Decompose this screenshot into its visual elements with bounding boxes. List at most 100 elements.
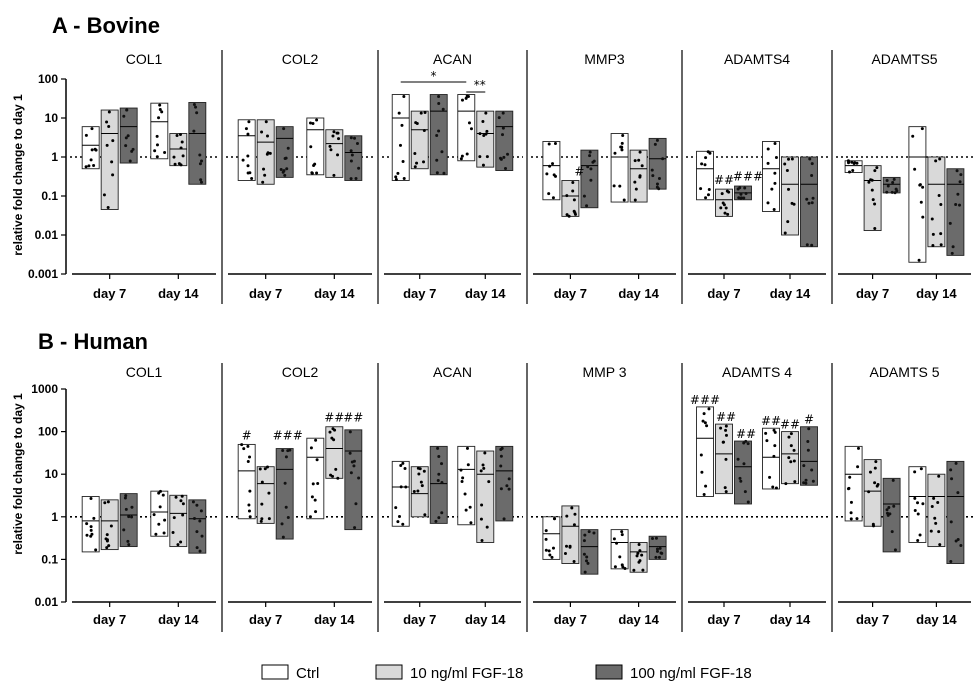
data-point [874,460,878,464]
data-point [773,171,777,175]
data-point [285,167,289,171]
data-point [892,504,896,508]
data-point [482,134,486,138]
data-point [568,545,572,549]
data-point [891,478,895,482]
data-point [246,132,250,136]
data-point [315,171,319,175]
data-point [308,121,312,125]
gene-title: ACAN [433,364,472,380]
data-point [618,555,622,559]
data-point [354,502,358,506]
data-point [936,500,940,504]
data-point [771,485,775,489]
data-point [772,208,776,212]
data-point [848,475,852,479]
data-point [192,129,196,133]
data-point [499,487,503,491]
data-point [746,500,750,504]
data-point [434,519,438,523]
data-point [349,149,353,153]
data-point [613,565,617,569]
range-bar [100,499,119,551]
data-point [464,96,468,100]
data-point [700,162,704,166]
data-point [654,536,658,540]
data-point [423,110,427,114]
data-point [958,180,962,184]
data-point [173,162,177,166]
data-point [110,160,114,164]
data-point [572,560,576,564]
data-point [466,463,470,467]
data-point [335,131,339,135]
data-point [544,529,548,533]
range-bar [325,129,344,178]
data-point [199,509,203,513]
data-point [105,538,109,542]
data-point [248,489,252,493]
data-point [633,180,637,184]
data-point [485,155,489,159]
data-point [770,187,774,191]
data-point [459,157,463,161]
data-point [265,134,269,138]
x-tick-label: day 7 [249,612,282,627]
data-point [774,486,778,490]
data-point [127,543,131,547]
data-point [773,430,777,434]
data-point [571,189,575,193]
data-point [930,504,934,508]
data-point [738,476,742,480]
data-point [934,159,938,163]
data-point [402,176,406,180]
significance-mark: ### [733,170,763,184]
data-point [316,481,320,485]
data-point [722,440,726,444]
data-point [84,133,88,137]
data-point [620,533,624,537]
data-point [158,108,162,112]
data-point [331,134,335,138]
data-point [464,508,468,512]
data-point [586,561,590,565]
x-tick-label: day 14 [314,612,355,627]
data-point [332,130,336,134]
data-point [130,515,134,519]
data-point [553,517,557,521]
gene-title: COL1 [126,364,163,380]
data-point [260,480,264,484]
data-point [565,194,569,198]
data-point [959,173,963,177]
data-point [195,530,199,534]
range-bar [863,459,882,527]
data-point [435,134,439,138]
gene-title: COL2 [282,364,319,380]
data-point [706,193,710,197]
data-point [873,227,877,231]
data-point [401,522,405,526]
range-bar [476,110,495,168]
data-point [398,143,402,147]
data-point [932,496,936,500]
data-point [404,485,408,489]
data-point [921,502,925,506]
range-bar [734,440,752,505]
data-point [420,484,424,488]
data-point [810,162,814,166]
data-point [632,568,636,572]
data-point [460,480,464,484]
data-point [92,164,96,168]
range-bar [275,126,294,178]
data-point [199,178,203,182]
data-point [481,463,485,467]
x-tick-label: day 7 [403,286,436,301]
range-bar [800,426,818,486]
data-point [727,190,731,194]
data-point [484,132,488,136]
x-tick-label: day 7 [93,286,126,301]
data-point [637,542,641,546]
data-point [422,160,426,164]
data-point [266,151,270,155]
data-point [163,151,167,155]
